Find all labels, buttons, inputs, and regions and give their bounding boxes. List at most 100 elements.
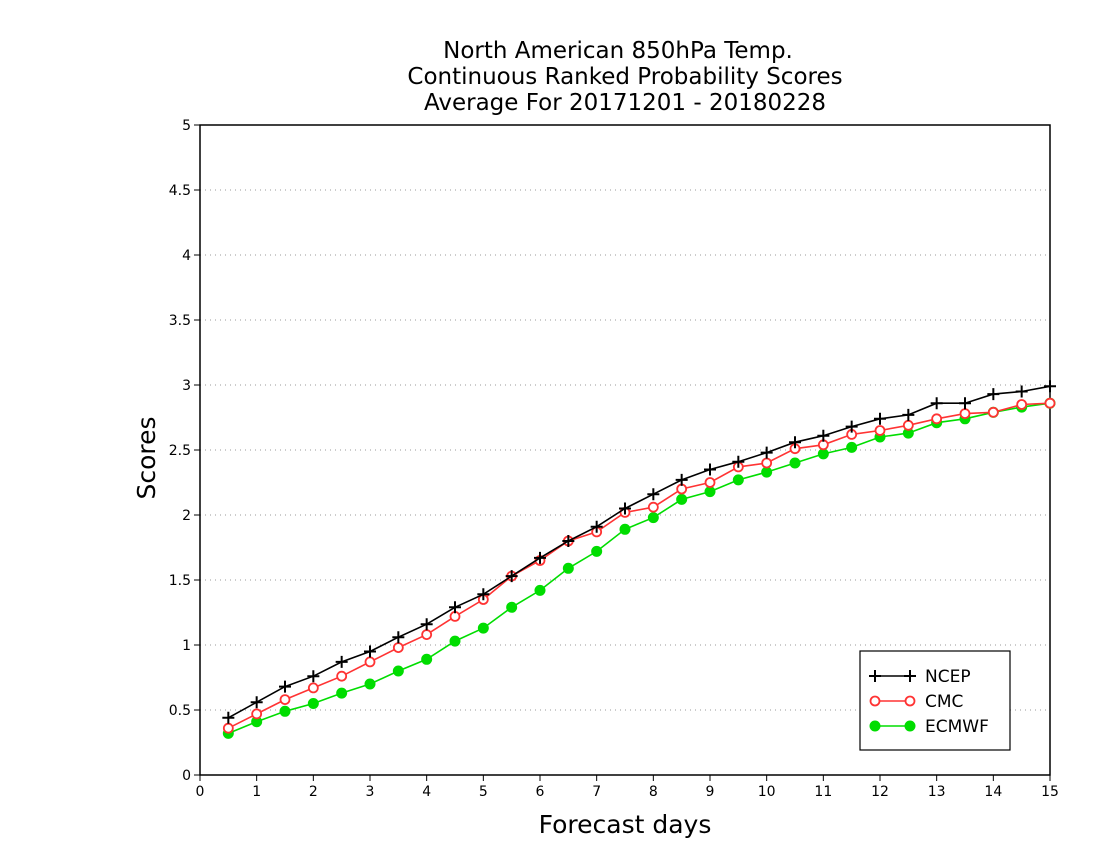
point-ecmwf — [732, 474, 744, 486]
chart-title-line-2: Continuous Ranked Probability Scores — [407, 64, 842, 90]
point-ncep — [987, 388, 1000, 401]
legend: NCEP CMC ECMWF — [859, 650, 1011, 751]
point-ncep — [959, 397, 971, 410]
legend-marker-ecmwf — [869, 720, 881, 732]
legend-marker-cmc — [869, 695, 881, 707]
point-cmc — [902, 419, 914, 431]
point-ecmwf — [279, 705, 291, 717]
point-ncep — [307, 670, 320, 683]
x-axis-title: Forecast days — [539, 810, 712, 839]
legend-marker-ncep — [869, 670, 881, 682]
x-tick-label: 10 — [758, 784, 776, 800]
point-cmc — [336, 670, 348, 682]
point-ecmwf — [336, 687, 348, 699]
point-ncep — [279, 680, 291, 693]
y-tick-label: 3.5 — [169, 313, 191, 329]
point-ncep — [874, 412, 886, 425]
y-tick-label: 4.5 — [169, 183, 191, 199]
point-ecmwf — [619, 523, 631, 535]
point-cmc — [874, 425, 886, 436]
x-tick-label: 5 — [479, 784, 488, 800]
x-tick-label: 15 — [1041, 784, 1059, 800]
y-tick-label: 3 — [182, 378, 191, 394]
x-tick-label: 0 — [196, 784, 205, 800]
point-cmc — [761, 457, 773, 469]
point-cmc — [987, 406, 999, 418]
y-tick-label: 4 — [182, 248, 191, 264]
point-ncep — [647, 488, 660, 501]
legend-label-cmc: CMC — [925, 692, 963, 712]
point-ecmwf — [392, 665, 404, 677]
line-ncep — [227, 385, 1051, 719]
point-ncep — [902, 408, 915, 421]
point-ncep — [420, 618, 433, 631]
x-tick-label: 13 — [928, 784, 946, 800]
point-cmc — [279, 694, 291, 705]
point-ncep — [534, 551, 546, 564]
point-ncep — [392, 631, 405, 644]
point-ecmwf — [704, 486, 716, 498]
x-tick-label: 7 — [592, 784, 601, 800]
point-ecmwf — [364, 678, 376, 690]
point-ncep — [845, 420, 858, 433]
x-tick-label: 12 — [871, 784, 889, 800]
x-tick-label: 2 — [309, 784, 318, 800]
point-ecmwf — [817, 448, 829, 460]
y-tick-label: 1 — [182, 638, 191, 654]
y-tick-label: 2.5 — [169, 443, 191, 459]
point-cmc — [1044, 397, 1056, 409]
point-cmc — [364, 656, 376, 668]
point-ecmwf — [307, 698, 319, 709]
chart-title-line-1: North American 850hPa Temp. — [443, 38, 793, 64]
legend-entry-ncep: NCEP — [869, 667, 971, 687]
point-ecmwf — [449, 635, 461, 647]
x-tick-label: 6 — [536, 784, 545, 800]
x-tick-label: 9 — [706, 784, 715, 800]
legend-items: NCEP CMC ECMWF — [869, 667, 989, 737]
legend-marker-cmc — [904, 695, 916, 707]
x-tick-label: 4 — [422, 784, 431, 800]
y-tick-label: 0.5 — [169, 703, 191, 719]
y-tick-label: 2 — [182, 508, 191, 524]
point-ecmwf — [591, 545, 603, 557]
legend-marker-ncep — [904, 670, 916, 682]
point-ecmwf — [647, 512, 659, 524]
point-ncep — [364, 645, 376, 658]
point-ecmwf — [534, 584, 546, 596]
point-ncep — [930, 397, 943, 410]
point-ncep — [1015, 385, 1028, 398]
point-ncep — [335, 655, 348, 668]
axis-ticks: 00.511.522.533.544.550 1 2 3 4 5 6 7 8 9 10 11 12 13 1… — [169, 118, 1059, 800]
point-ecmwf — [477, 622, 489, 634]
point-ncep — [250, 696, 263, 709]
legend-label-ncep: NCEP — [925, 667, 971, 687]
point-ncep — [817, 429, 830, 442]
point-ncep — [704, 463, 716, 476]
point-cmc — [421, 629, 433, 640]
point-ecmwf — [846, 441, 858, 453]
y-tick-label: 0 — [182, 768, 191, 784]
point-ncep — [619, 502, 631, 515]
point-ncep — [477, 588, 490, 601]
point-ncep — [562, 535, 575, 547]
point-ncep — [760, 446, 773, 459]
point-ncep — [449, 601, 461, 614]
series-layer — [222, 380, 1056, 739]
point-ncep — [222, 711, 235, 724]
point-cmc — [222, 722, 234, 734]
point-cmc — [704, 477, 716, 488]
x-tick-label: 8 — [649, 784, 658, 800]
point-ncep — [732, 455, 745, 468]
point-ncep — [789, 436, 801, 449]
point-cmc — [647, 501, 659, 513]
point-cmc — [931, 413, 943, 425]
legend-entry-cmc: CMC — [869, 692, 963, 712]
point-ecmwf — [761, 466, 773, 478]
x-tick-label: 3 — [366, 784, 375, 800]
y-tick-label: 5 — [182, 118, 191, 134]
point-ecmwf — [676, 493, 688, 505]
y-tick-label: 1.5 — [169, 573, 191, 589]
point-cmc — [251, 708, 263, 720]
point-ncep — [1044, 380, 1056, 393]
